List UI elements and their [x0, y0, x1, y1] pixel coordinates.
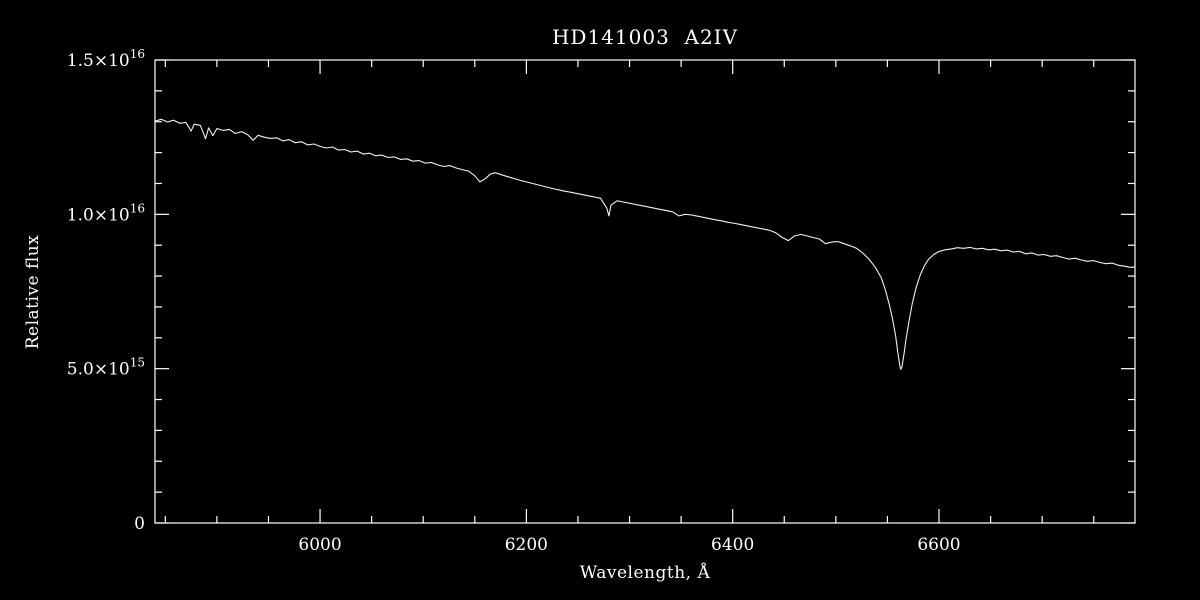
x-tick-label: 6600 — [917, 535, 960, 555]
y-axis-label: Relative flux — [23, 235, 43, 350]
x-tick-label: 6200 — [505, 535, 548, 555]
x-tick-label: 6000 — [298, 535, 341, 555]
y-tick-label: 0 — [134, 514, 145, 534]
x-tick-label: 6400 — [711, 535, 754, 555]
x-tick-labels: 6000 6200 6400 6600 — [298, 535, 960, 555]
y-tick-label: 1.5×1016 — [67, 47, 145, 71]
spectrum-line — [154, 118, 1136, 370]
axis-ticks — [155, 59, 1135, 524]
chart-title: HD141003 A2IV — [552, 25, 738, 49]
plot-frame — [154, 59, 1136, 524]
y-tick-labels: 0 5.0×1015 1.0×1016 1.5×1016 — [67, 47, 145, 534]
y-tick-label: 1.0×1016 — [67, 201, 145, 225]
y-tick-label: 5.0×1015 — [67, 356, 145, 380]
x-axis-label: Wavelength, Å — [580, 562, 711, 583]
